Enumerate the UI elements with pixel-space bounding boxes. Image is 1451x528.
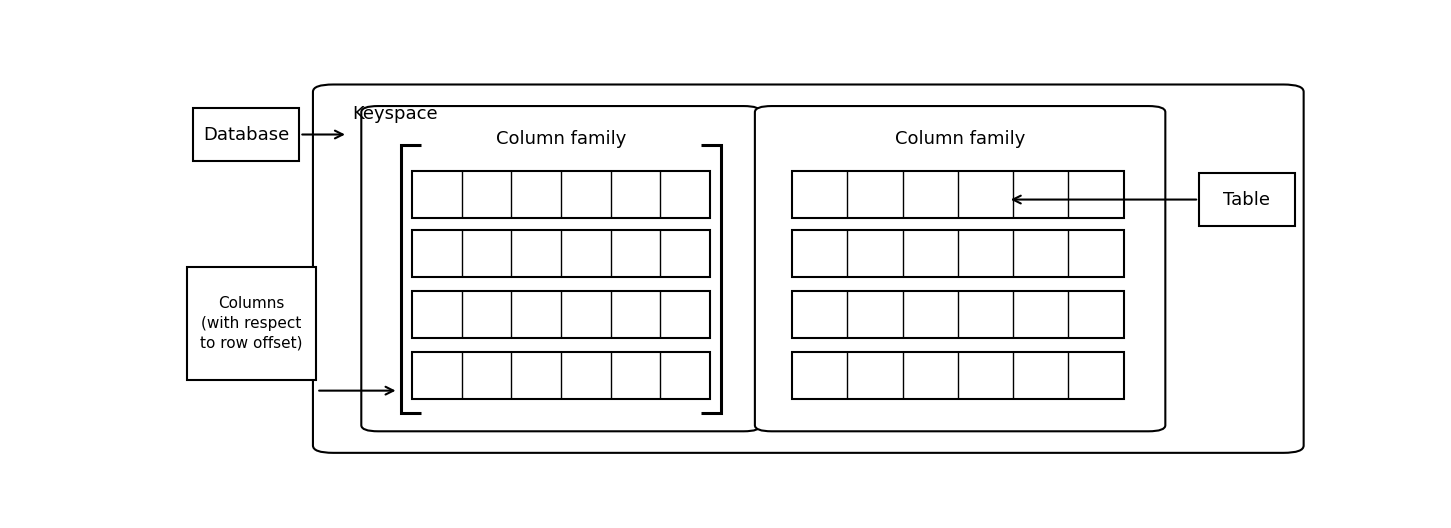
Bar — [412, 352, 710, 399]
Text: Column family: Column family — [895, 129, 1026, 147]
FancyBboxPatch shape — [755, 106, 1165, 431]
Bar — [412, 291, 710, 338]
Text: Table: Table — [1223, 191, 1271, 209]
Bar — [792, 352, 1123, 399]
Bar — [412, 230, 710, 277]
FancyBboxPatch shape — [361, 106, 760, 431]
Bar — [187, 267, 316, 381]
Bar — [792, 171, 1123, 218]
Bar — [193, 108, 299, 161]
Text: Keyspace: Keyspace — [353, 105, 438, 123]
Bar — [792, 291, 1123, 338]
Bar — [1199, 173, 1294, 226]
Text: Database: Database — [203, 126, 289, 144]
Text: Column family: Column family — [496, 129, 625, 147]
Bar — [792, 230, 1123, 277]
Text: Columns
(with respect
to row offset): Columns (with respect to row offset) — [200, 296, 303, 351]
Bar — [412, 171, 710, 218]
FancyBboxPatch shape — [313, 84, 1303, 453]
